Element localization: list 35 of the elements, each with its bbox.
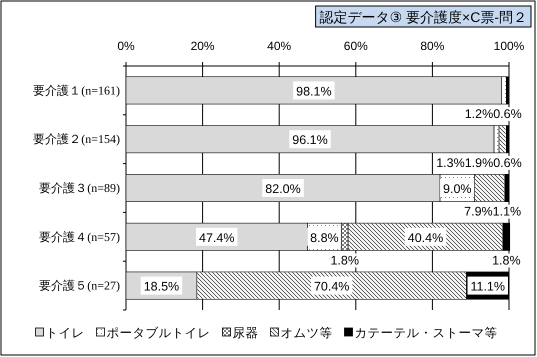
legend-label: トイレ [46, 326, 84, 340]
x-tick-label: 20% [190, 39, 215, 53]
data-label: 0.6% [493, 107, 522, 122]
x-tick-label: 0% [117, 39, 135, 53]
chart-title: 認定データ③ 要介護度×C票-問２ [320, 9, 527, 25]
legend-label: カテーテル・ストーマ等 [354, 326, 498, 340]
data-label: 47.4% [199, 230, 234, 245]
y-tick-label: 要介護２(n=154) [33, 132, 120, 146]
data-label: 1.2% [464, 107, 494, 122]
data-label: 11.1% [470, 280, 505, 294]
data-label: 40.4% [408, 230, 444, 245]
data-label: 9.0% [443, 182, 472, 196]
y-tick-label: 要介護５(n=27) [39, 278, 120, 293]
data-label: 70.4% [314, 280, 350, 294]
legend-label: オムツ等 [280, 326, 332, 340]
data-label: 1.3% [436, 156, 465, 170]
legend-label: ポータブルトイレ [106, 326, 210, 340]
data-label: 1.9% [464, 156, 494, 170]
data-label: 18.5% [144, 280, 180, 294]
data-label: 96.1% [292, 133, 328, 148]
data-label: 1.8% [330, 253, 359, 268]
data-label: 98.1% [296, 84, 332, 98]
y-tick-label: 要介護３(n=89) [39, 181, 120, 195]
data-label: 82.0% [265, 182, 301, 196]
x-tick-label: 40% [267, 39, 292, 53]
data-label: 7.9% [464, 204, 493, 219]
x-tick-label: 80% [420, 39, 445, 53]
y-tick-label: 要介護４(n=57) [39, 230, 120, 244]
x-tick-label: 100% [494, 39, 525, 53]
data-label: 1.8% [492, 253, 521, 268]
data-label: 0.6% [493, 156, 522, 170]
legend-label: 尿器 [232, 326, 258, 340]
y-tick-label: 要介護１(n=161) [33, 83, 120, 98]
x-tick-label: 60% [344, 39, 368, 53]
data-label: 1.1% [492, 204, 522, 219]
